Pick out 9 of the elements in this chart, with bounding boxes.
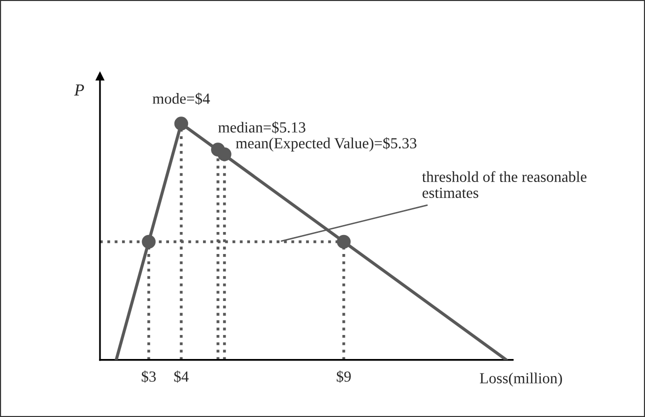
x-tick-label: $9 xyxy=(336,370,351,383)
annotation: mean(Expected Value)=$5.33 xyxy=(236,137,416,152)
y-axis-title: P xyxy=(74,84,84,96)
annotation: median=$5.13 xyxy=(218,121,306,134)
x-tick-label: $4 xyxy=(174,370,189,383)
x-axis-title: Loss(million) xyxy=(480,372,562,386)
annotation: mode=$4 xyxy=(152,92,210,105)
x-tick-label: $3 xyxy=(142,370,156,383)
annotation: threshold of the reasonable estimates xyxy=(422,171,586,198)
